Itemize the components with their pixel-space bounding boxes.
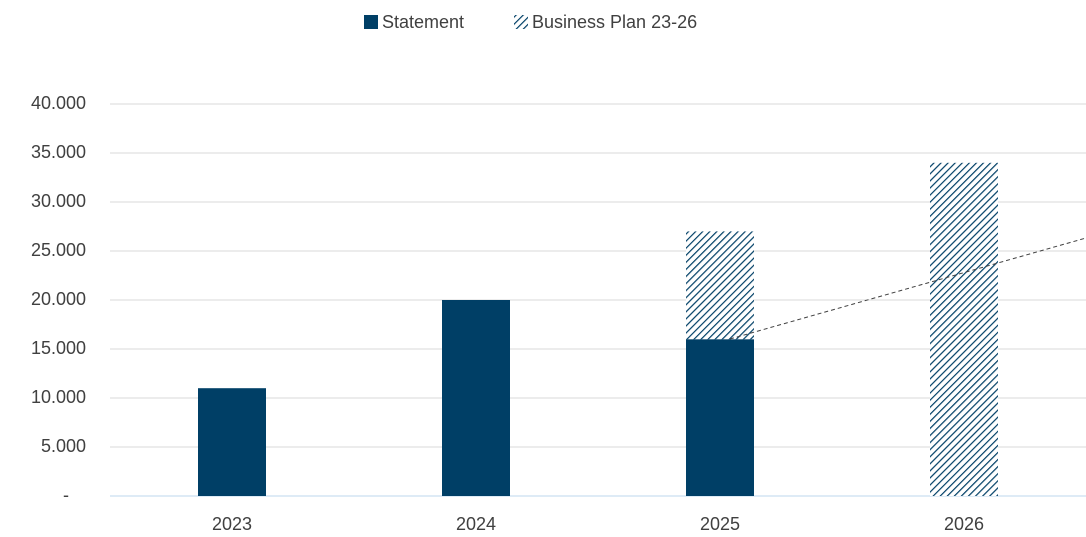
bar-segment (442, 300, 510, 496)
y-tick-label: 30.000 (31, 191, 86, 211)
legend-swatch (364, 15, 378, 29)
y-tick-label: 25.000 (31, 240, 86, 260)
legend-label: Statement (382, 12, 464, 32)
x-tick-label: 2026 (944, 514, 984, 534)
bar-segment (686, 339, 754, 496)
legend-label: Business Plan 23-26 (532, 12, 697, 32)
y-tick-label: 15.000 (31, 338, 86, 358)
y-tick-label: 40.000 (31, 93, 86, 113)
y-tick-label: 20.000 (31, 289, 86, 309)
trend-line (729, 237, 1086, 340)
y-tick-label: 10.000 (31, 387, 86, 407)
legend-swatch (514, 15, 528, 29)
x-tick-label: 2025 (700, 514, 740, 534)
y-tick-label: 5.000 (41, 436, 86, 456)
bar-segment (930, 162, 998, 497)
y-tick-label: - (63, 485, 69, 505)
x-tick-label: 2024 (456, 514, 496, 534)
bar-segment (198, 388, 266, 496)
y-tick-label: 35.000 (31, 142, 86, 162)
bar-segment (686, 231, 754, 340)
x-tick-label: 2023 (212, 514, 252, 534)
